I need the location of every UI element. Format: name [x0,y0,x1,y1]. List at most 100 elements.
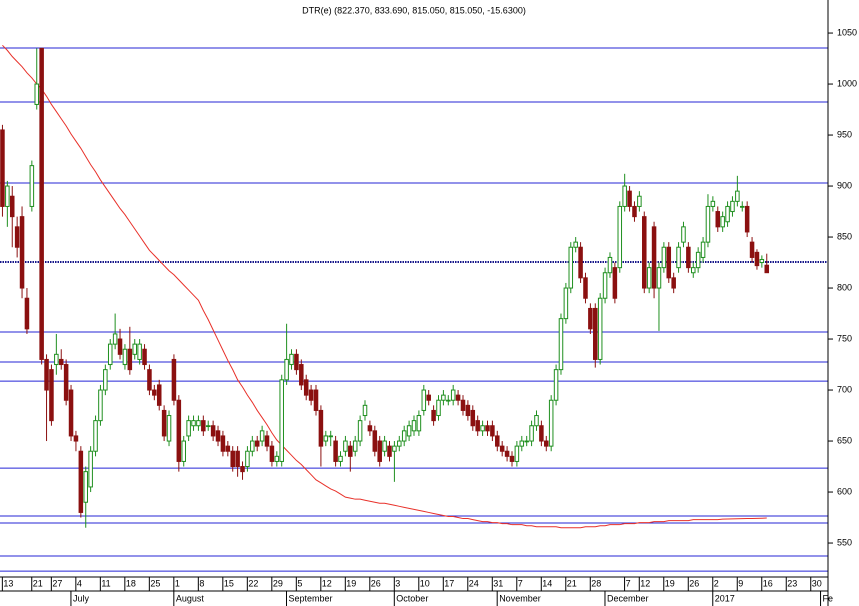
candle-body [264,435,270,447]
candle-body [700,241,706,258]
candle-body [759,258,765,264]
candle-body [558,318,564,371]
x-tick-label: 5 [297,578,302,588]
x-tick-label: 10 [420,578,430,588]
candle-body [323,435,329,442]
candle-body [34,83,40,105]
candle-body [112,333,118,345]
candle-body [749,241,755,258]
candle-body [602,272,608,299]
candle-body [686,246,691,269]
candle-body [627,190,632,207]
candle-body [29,165,35,207]
candle-body [764,264,770,274]
candle-body [73,435,79,442]
candle-body [156,384,162,406]
candle-body [142,348,147,366]
x-tick-label: 29 [273,578,283,588]
candle-body [176,399,182,462]
x-tick-label: 12 [640,578,650,588]
candle-body [495,435,500,447]
x-tick-label: 1 [175,578,180,588]
x-tick-label: 30 [812,578,822,588]
y-tick-label: 650 [837,435,852,445]
candle-body [88,450,93,488]
x-tick-label: 26 [689,578,699,588]
candle-body [39,47,44,360]
candle-body [274,455,280,462]
candle-body [215,430,221,442]
x-tick-label: 19 [665,578,675,588]
candle-body [504,450,510,457]
month-label: August [176,593,205,603]
candle-body [357,420,363,442]
x-tick-label: 21 [567,578,577,588]
y-tick-label: 850 [837,231,852,241]
month-label: 2017 [715,593,735,603]
candle-body [705,205,711,243]
candle-body [308,389,314,401]
candle-body [98,389,103,422]
candle-body [651,226,657,289]
candle-body [597,297,603,360]
candle-body [710,200,716,207]
candle-body [137,343,142,360]
candle-body [720,216,725,228]
candle-body [607,256,613,274]
candle-body [254,440,260,447]
candle-body [245,450,250,468]
candle-body [519,440,525,447]
y-tick-label: 950 [837,129,852,139]
candle-body [49,369,54,422]
candle-body [470,409,476,427]
x-tick-label: 7 [518,578,523,588]
candle-body [529,425,534,442]
x-tick-label: 16 [763,578,773,588]
candle-body [436,399,441,417]
candle-body [534,415,539,427]
candle-body [671,277,676,289]
candle-body [269,445,275,462]
candle-body [181,440,186,462]
candle-body [166,415,172,442]
y-tick-label: 900 [837,180,852,190]
candle-body [455,394,461,401]
candle-body [637,195,642,207]
candle-body [348,445,353,457]
x-tick-label: 24 [469,578,479,588]
candle-body [9,195,15,218]
candle-body [210,425,216,437]
candle-body [303,379,309,396]
candle-body [382,440,387,452]
candle-body [333,440,338,462]
candle-body [19,216,25,289]
candle-body [509,455,515,462]
candle-body [0,129,5,207]
candle-body [465,404,471,417]
x-tick-label: 7 [626,578,631,588]
candle-body [44,358,49,391]
candle-body [681,226,686,243]
candle-body [132,343,137,355]
x-tick-label: 21 [33,578,43,588]
candle-body [548,399,554,447]
y-tick-label: 1050 [837,27,857,37]
x-tick-label: 22 [248,578,258,588]
candle-body [622,185,627,207]
candle-body [250,440,255,452]
y-tick-label: 700 [837,384,852,394]
candle-body [294,353,299,371]
month-label: Fe [823,593,834,603]
x-tick-label: 17 [444,578,454,588]
candle-body [563,287,569,320]
candle-body [83,471,89,503]
candle-body [299,364,304,386]
candle-body [235,450,240,468]
candle-body [54,353,59,366]
candle-body [122,348,128,366]
candle-body [583,277,588,299]
candle-body [387,445,392,457]
x-tick-label: 14 [542,578,552,588]
candle-body [441,394,446,401]
candle-body [642,216,647,289]
